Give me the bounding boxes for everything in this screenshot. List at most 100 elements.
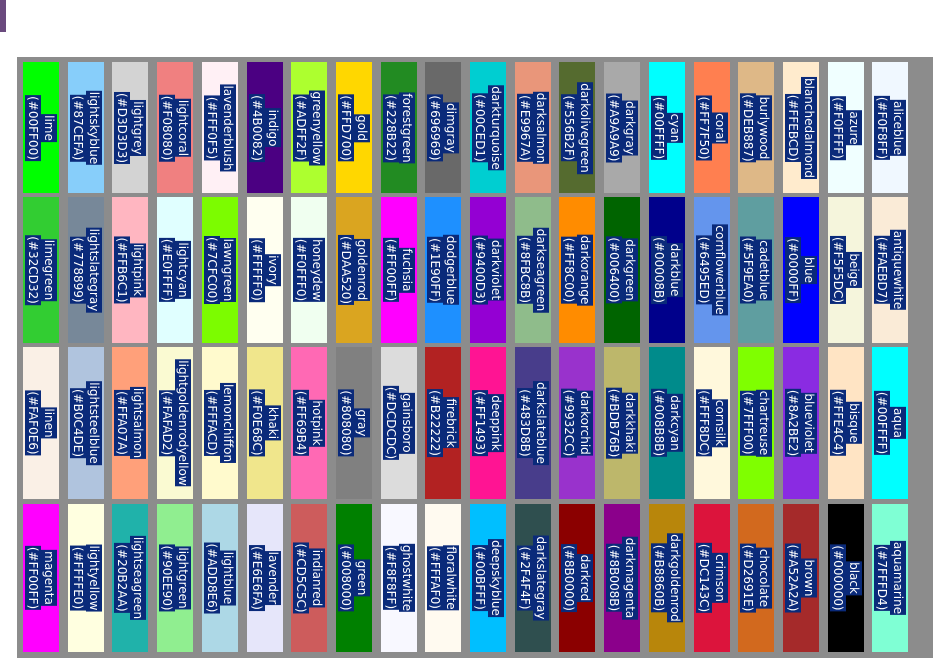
swatch-label: brown (#A52A2A) <box>785 543 817 613</box>
color-swatch: lemonchiffon (#FFFACD) <box>202 347 238 499</box>
swatch-label: lawngreen (#7CFC00) <box>204 236 236 304</box>
swatch-color-name: limegreen <box>41 238 57 302</box>
swatch-color-name: darkcyan <box>667 394 683 452</box>
color-swatch: blanchedalmond (#FFEBCD) <box>783 62 819 193</box>
swatch-color-name: lavenderblush <box>220 83 236 172</box>
swatch-color-name: cadetblue <box>756 239 772 301</box>
swatch-hex-code: (#483D8B) <box>517 388 533 458</box>
swatch-color-name: ivory <box>265 254 281 286</box>
color-swatch: limegreen (#32CD32) <box>23 197 59 343</box>
color-swatch: darkkhaki (#BDB76B) <box>604 347 640 499</box>
swatch-label: cadetblue (#5F9EA0) <box>740 236 772 304</box>
swatch-color-name: deeppink <box>488 394 504 452</box>
color-swatch: lightpink (#FFB6C1) <box>112 197 148 343</box>
swatch-label: fuchsia (#FF00FF) <box>383 237 415 303</box>
swatch-label: darkcyan (#008B8B) <box>651 388 683 458</box>
swatch-color-name: gainsboro <box>399 392 415 454</box>
swatch-hex-code: (#BDB76B) <box>606 387 622 459</box>
swatch-color-name: gray <box>354 408 370 438</box>
color-swatch: lightcyan (#E0FFFF) <box>157 197 193 343</box>
swatch-label: indianred (#CD5C5C) <box>293 542 325 614</box>
swatch-color-name: lightgreen <box>175 546 191 610</box>
color-swatch: burlywood (#DEB887) <box>738 62 774 193</box>
color-swatch: ivory (#FFFFF0) <box>247 197 283 343</box>
swatch-label: azure (#F0FFFF) <box>830 95 862 160</box>
color-swatch: lightyellow (#FFFFE0) <box>68 504 104 652</box>
swatch-hex-code: (#696969) <box>427 93 443 162</box>
swatch-label: coral (#FF7F50) <box>696 94 728 161</box>
swatch-hex-code: (#778899) <box>70 236 86 304</box>
swatch-hex-code: (#2F4F4F) <box>517 545 533 611</box>
swatch-label: darkgray (#A9A9A9) <box>606 93 638 162</box>
color-swatch: cornsilk (#FFF8DC) <box>694 347 730 499</box>
color-swatch: darkmagenta (#8B008B) <box>604 504 640 652</box>
swatch-color-name: darksalmon <box>533 91 549 164</box>
swatch-hex-code: (#20B2AA) <box>114 543 130 613</box>
color-swatch: lightgoldenrodyellow (#FAFAD2) <box>157 347 193 499</box>
swatch-color-name: aqua <box>890 407 906 439</box>
color-swatch: aqua (#00FFFF) <box>872 347 908 499</box>
color-swatch: chocolate (#D2691E) <box>738 504 774 652</box>
color-swatch: lightslategray (#778899) <box>68 197 104 343</box>
swatch-hex-code: (#00CED1) <box>472 92 488 163</box>
swatch-color-name: darkgreen <box>622 238 638 302</box>
swatch-hex-code: (#0000FF) <box>785 237 801 303</box>
swatch-color-name: lightblue <box>220 550 236 606</box>
swatch-label: darkred (#8B0000) <box>561 544 593 612</box>
swatch-color-name: cornsilk <box>712 398 728 448</box>
swatch-color-name: magenta <box>41 550 57 606</box>
color-swatch: indianred (#CD5C5C) <box>291 504 327 652</box>
color-swatch: beige (#F5F5DC) <box>828 197 864 343</box>
swatch-color-name: lightpink <box>130 242 146 298</box>
color-swatch-grid: lime (#00FF00) lightskyblue (#87CEFA) lightg… <box>17 57 933 658</box>
swatch-label: antiquewhite (#FAEBD7) <box>874 229 906 311</box>
swatch-hex-code: (#E6E6FA) <box>249 545 265 611</box>
swatch-label: lightpink (#FFB6C1) <box>114 236 146 304</box>
swatch-label: gray (#808080) <box>338 389 370 457</box>
swatch-label: ghostwhite (#F8F8FF) <box>383 543 415 613</box>
swatch-label: goldenrod (#DAA520) <box>338 234 370 306</box>
swatch-color-name: khaki <box>265 405 281 441</box>
swatch-hex-code: (#8FBC8B) <box>517 235 533 305</box>
swatch-hex-code: (#8B008B) <box>606 543 622 613</box>
swatch-hex-code: (#FF00FF) <box>25 545 41 611</box>
swatch-label: dodgerblue (#1E90FF) <box>427 234 459 306</box>
swatch-color-name: lavender <box>265 550 281 606</box>
swatch-label: bisque (#FFE4C4) <box>830 389 862 457</box>
swatch-color-name: lightslategray <box>86 227 102 313</box>
color-swatch: lightgrey (#D3D3D3) <box>112 62 148 193</box>
swatch-color-name: lightcyan <box>175 241 191 299</box>
swatch-label: greenyellow (#ADFF2F) <box>293 90 325 165</box>
swatch-hex-code: (#00BFFF) <box>472 545 488 611</box>
swatch-row: linen (#FAF0E6) lightsteelblue (#B0C4DE) lig… <box>23 347 927 499</box>
color-swatch: green (#008000) <box>336 504 372 652</box>
swatch-color-name: floralwhite <box>443 545 459 611</box>
color-swatch: magenta (#FF00FF) <box>23 504 59 652</box>
color-swatch: lightgreen (#90EE90) <box>157 504 193 652</box>
swatch-color-name: aquamarine <box>890 540 906 616</box>
swatch-hex-code: (#F08080) <box>159 94 175 161</box>
swatch-color-name: lightsteelblue <box>86 381 102 465</box>
color-swatch: dimgray (#696969) <box>425 62 461 193</box>
swatch-color-name: forestgreen <box>399 91 415 164</box>
color-swatch: coral (#FF7F50) <box>694 62 730 193</box>
swatch-label: blueviolet (#8A2BE2) <box>785 388 817 458</box>
swatch-hex-code: (#B8860B) <box>651 543 667 613</box>
color-swatch: firebrick (#B22222) <box>425 347 461 499</box>
swatch-label: aquamarine (#7FFFD4) <box>874 540 906 616</box>
swatch-label: cornflowerblue (#6495ED) <box>696 224 728 316</box>
swatch-hex-code: (#ADD8E6) <box>204 542 220 614</box>
swatch-color-name: chartreuse <box>756 389 772 457</box>
swatch-label: lightseagreen (#20B2AA) <box>114 535 146 621</box>
swatch-hex-code: (#D2691E) <box>740 543 756 613</box>
color-swatch: darkorchid (#9932CC) <box>559 347 595 499</box>
color-swatch: linen (#FAF0E6) <box>23 347 59 499</box>
swatch-color-name: green <box>354 559 370 597</box>
swatch-hex-code: (#00008B) <box>651 236 667 304</box>
swatch-label: forestgreen (#228B22) <box>383 91 415 164</box>
swatch-color-name: beige <box>846 252 862 288</box>
swatch-row: limegreen (#32CD32) lightslategray (#778899… <box>23 197 927 343</box>
swatch-hex-code: (#FFA07A) <box>114 390 130 456</box>
color-swatch: lightseagreen (#20B2AA) <box>112 504 148 652</box>
swatch-label: lightcoral (#F08080) <box>159 94 191 161</box>
